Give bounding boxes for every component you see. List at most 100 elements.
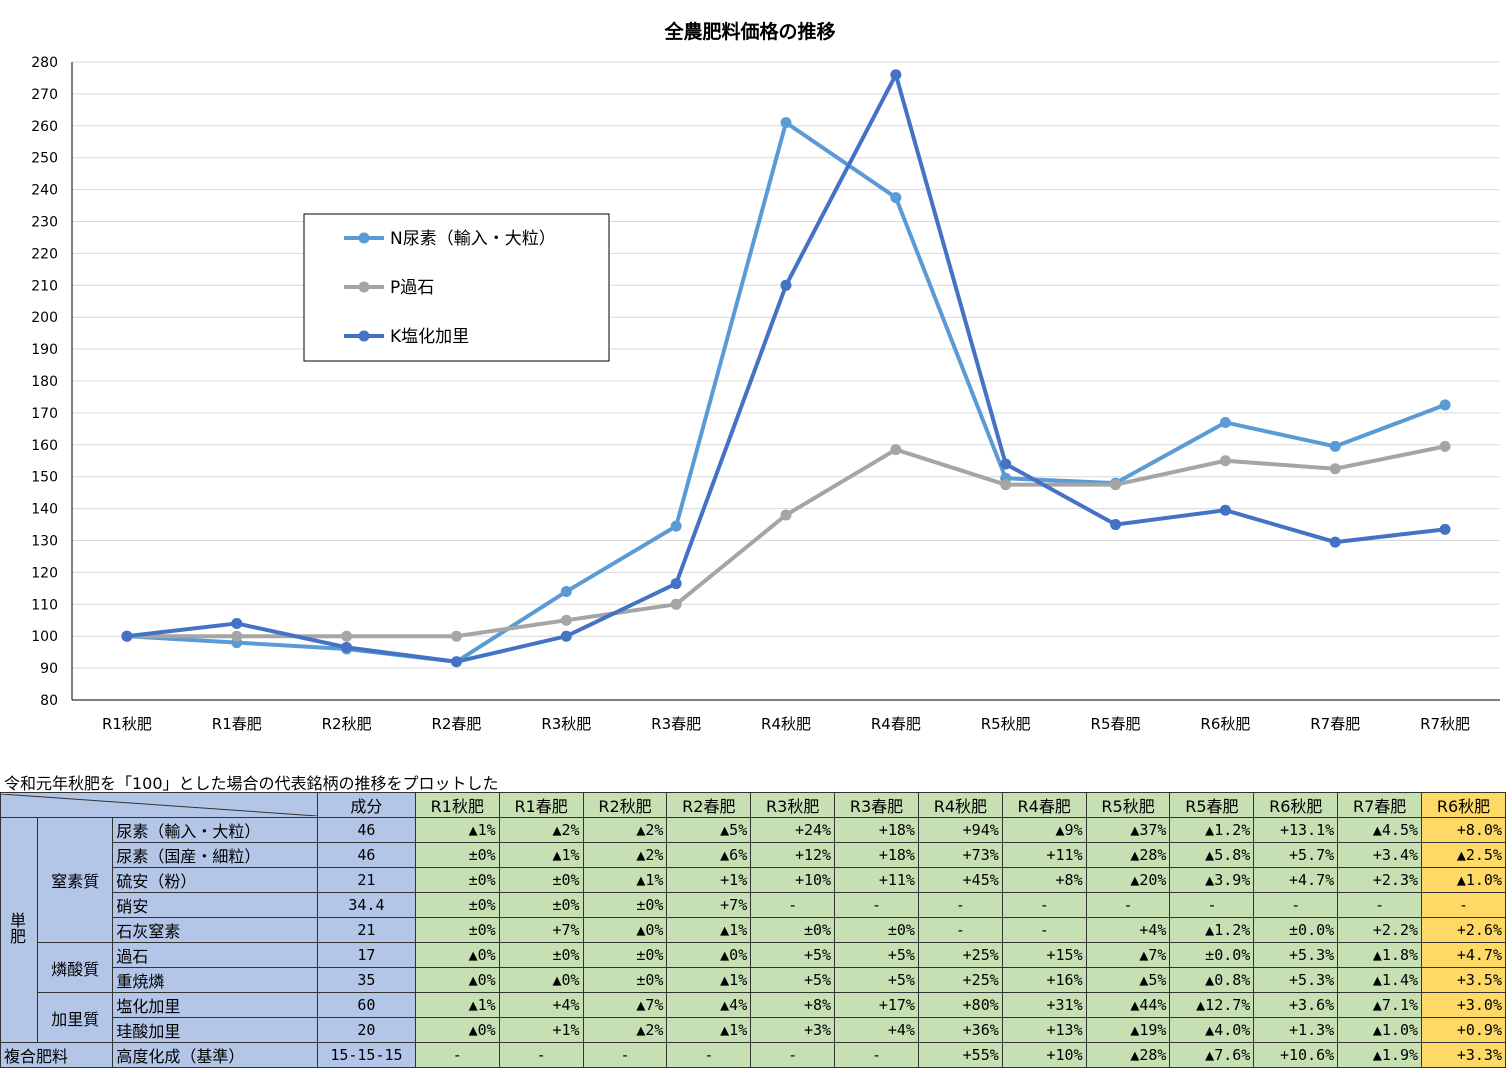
change-value: - [1253, 892, 1339, 918]
product-name: 塩化加里 [112, 992, 318, 1018]
change-value: +1.3% [1253, 1017, 1339, 1043]
header-period: R5秋肥 [1085, 792, 1171, 818]
change-value: +36% [917, 1017, 1003, 1043]
group-single-fertilizer: 単肥 [0, 817, 39, 1043]
product-name: 珪酸加里 [112, 1017, 318, 1043]
y-axis-ticks: 80 90 100 110 120 130 140 150 160 170 180 190 200 210… [31, 55, 58, 709]
change-value: +10% [750, 867, 836, 893]
data-point [560, 586, 572, 598]
change-value: +16% [1001, 967, 1087, 993]
y-tick-label: 160 [31, 438, 58, 454]
y-tick-label: 210 [31, 278, 58, 294]
change-value: +11% [1001, 842, 1087, 868]
legend-label: N尿素（輸入・大粒） [390, 229, 556, 249]
component-value: 46 [317, 842, 416, 868]
change-value: ▲3.9% [1169, 867, 1255, 893]
component-value: 17 [317, 942, 416, 968]
x-axis-ticks: R1秋肥 R1春肥 R2秋肥 R2春肥 R3秋肥 R3春肥 R4秋肥 R4春肥 R5秋肥 R5春肥… [102, 715, 1470, 733]
header-period: R5春肥 [1169, 792, 1255, 818]
change-value: +24% [750, 817, 836, 843]
data-point [780, 117, 792, 129]
change-value: - [917, 917, 1003, 943]
data-point [450, 630, 462, 642]
data-point [670, 520, 682, 532]
data-point [890, 192, 902, 204]
table-row: 硫安（粉） 21 ±0% ±0% ▲1% +1% +10% +11% +45% +8% ▲20% ▲3… [1, 867, 1506, 893]
change-value: +5.7% [1253, 842, 1339, 868]
component-value: 35 [317, 967, 416, 993]
change-value: +3.6% [1253, 992, 1339, 1018]
change-value: ▲1.2% [1169, 917, 1255, 943]
change-value: +4% [1085, 917, 1171, 943]
y-tick-label: 170 [31, 406, 58, 422]
y-tick-label: 220 [31, 246, 58, 262]
change-value: ▲0% [498, 967, 584, 993]
change-value: ▲2% [582, 1017, 668, 1043]
change-value: - [1169, 892, 1255, 918]
change-value: ▲1% [582, 867, 668, 893]
change-value: +3.5% [1421, 967, 1506, 993]
change-value: - [750, 1042, 836, 1068]
data-point [121, 630, 133, 642]
change-value: - [917, 892, 1003, 918]
change-value: +2.6% [1421, 917, 1506, 943]
x-tick-label: R7春肥 [1310, 715, 1360, 733]
change-value: ▲2% [582, 817, 668, 843]
y-tick-label: 150 [31, 470, 58, 486]
group-compound-fertilizer: 複合肥料 [0, 1042, 114, 1068]
change-value: ▲37% [1085, 817, 1171, 843]
y-tick-label: 270 [31, 87, 58, 103]
change-value: ▲7.1% [1337, 992, 1423, 1018]
change-value: - [498, 1042, 584, 1068]
change-value: +18% [834, 842, 919, 868]
change-value: +5% [750, 942, 836, 968]
change-value: +25% [917, 967, 1003, 993]
change-value: +18% [834, 817, 919, 843]
change-value: ▲5% [1085, 967, 1171, 993]
change-value: +4.7% [1421, 942, 1506, 968]
y-tick-label: 230 [31, 215, 58, 231]
change-value: +94% [917, 817, 1003, 843]
x-tick-label: R1春肥 [212, 715, 262, 733]
change-value: ▲2% [582, 842, 668, 868]
change-value: +4% [834, 1017, 919, 1043]
series-line [126, 444, 1446, 639]
change-value: +5.3% [1253, 942, 1339, 968]
change-value: ▲1% [414, 817, 500, 843]
change-value: +2.2% [1337, 917, 1423, 943]
change-value: - [1001, 892, 1087, 918]
data-point [1329, 463, 1341, 475]
product-name: 硫安（粉） [112, 867, 318, 893]
data-point [1110, 519, 1122, 531]
x-tick-label: R3秋肥 [541, 715, 591, 733]
data-point [1219, 504, 1231, 516]
x-tick-label: R6秋肥 [1200, 715, 1250, 733]
product-name: 過石 [112, 942, 318, 968]
change-value: ▲19% [1085, 1017, 1171, 1043]
change-value: ±0% [582, 892, 668, 918]
change-value: - [750, 892, 836, 918]
header-component: 成分 [317, 792, 416, 818]
y-tick-label: 80 [40, 693, 58, 709]
change-value: - [666, 1042, 752, 1068]
change-value: ▲1.8% [1337, 942, 1423, 968]
data-point [231, 630, 243, 642]
series-line [126, 120, 1446, 664]
header-period: R4春肥 [1001, 792, 1087, 818]
change-value: ±0.0% [1169, 942, 1255, 968]
data-point [1219, 455, 1231, 467]
series-line [126, 72, 1446, 664]
table-header-row: 成分 R1秋肥 R1春肥 R2秋肥 R2春肥 R3秋肥 R3春肥 R4秋肥 R4春肥 R5秋肥 R5… [0, 792, 1506, 818]
change-value: +10.6% [1253, 1042, 1339, 1068]
header-period: R6秋肥 [1421, 792, 1506, 818]
change-value: ▲1.9% [1337, 1042, 1423, 1068]
subgroup-label: 燐酸質 [37, 942, 114, 993]
legend-label: P過石 [390, 278, 434, 298]
legend: N尿素（輸入・大粒） P過石 K塩化加里 [303, 213, 610, 362]
group-label: 単肥 [7, 912, 26, 944]
data-point [780, 279, 792, 291]
data-point [560, 614, 572, 626]
change-value: ▲7% [582, 992, 668, 1018]
data-point [670, 598, 682, 610]
change-value: ▲1.0% [1421, 867, 1506, 893]
